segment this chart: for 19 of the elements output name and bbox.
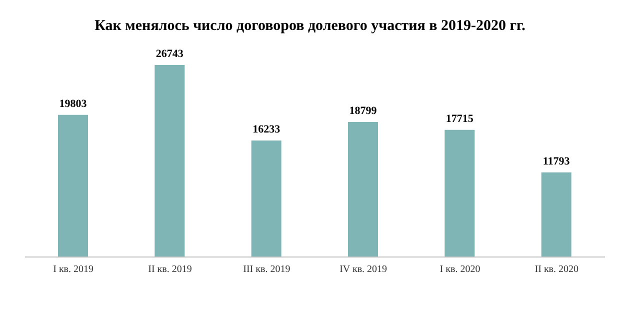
x-tick-label: I кв. 2020 — [440, 264, 480, 276]
x-tick-label: II кв. 2020 — [534, 264, 579, 276]
data-label: 26743 — [156, 48, 184, 60]
x-tick-label: II кв. 2019 — [148, 264, 192, 276]
data-label: 16233 — [252, 123, 281, 136]
data-label: 11793 — [542, 155, 570, 168]
data-label: 18799 — [349, 105, 378, 118]
chart-title: Как менялось число договоров долевого участия в 2019-2020 гг. — [94, 18, 526, 35]
bar — [541, 172, 572, 257]
data-label: 19803 — [59, 98, 88, 110]
bar — [444, 130, 475, 257]
bar — [154, 65, 185, 257]
x-tick-label: I кв. 2019 — [53, 264, 94, 276]
bar — [251, 140, 282, 257]
data-label: 17715 — [446, 112, 474, 125]
x-tick-label: IV кв. 2019 — [340, 264, 388, 276]
bar — [58, 114, 88, 257]
x-tick-label: III кв. 2019 — [243, 264, 290, 276]
bar — [348, 122, 378, 257]
